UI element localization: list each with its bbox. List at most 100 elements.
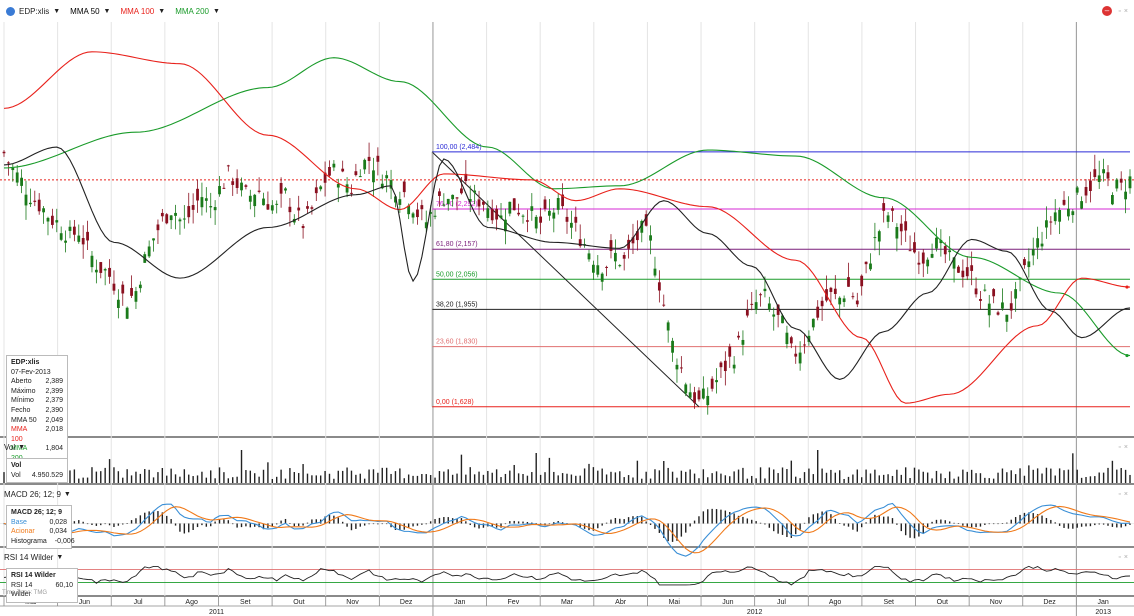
info-label: Base	[11, 518, 27, 526]
candle-body	[1001, 302, 1004, 309]
close-icon[interactable]: –	[1102, 6, 1112, 16]
macd-base-line	[3, 502, 1131, 557]
pane-controls[interactable]: ▫ ×	[1118, 444, 1128, 451]
candle-body	[178, 219, 182, 222]
candle-body	[407, 205, 411, 215]
macd-histogram-bar	[1102, 523, 1105, 525]
volume-bar	[764, 478, 766, 483]
volume-bar	[174, 474, 177, 483]
candle-body	[1097, 175, 1101, 183]
volume-bar	[359, 473, 361, 483]
candle-body	[613, 252, 617, 262]
macd-histogram-bar	[179, 523, 181, 532]
macd-histogram-bar	[724, 510, 727, 524]
pane-controls[interactable]: ▫ ×	[1118, 8, 1128, 15]
indicator-mma100[interactable]: MMA 100 ▼	[120, 7, 165, 16]
candle-body	[882, 203, 886, 211]
macd-histogram-bar	[953, 522, 955, 524]
candle-body	[103, 269, 107, 271]
pane-controls[interactable]: ▫ ×	[1118, 554, 1128, 561]
macd-histogram-bar	[126, 523, 128, 524]
macd-histogram-bar	[473, 523, 476, 528]
volume-bar	[891, 475, 894, 483]
candle-body	[974, 288, 978, 295]
volume-bar	[1072, 453, 1074, 483]
candle-body	[530, 206, 534, 211]
macd-histogram-bar	[1045, 517, 1048, 524]
volume-bar	[1085, 477, 1087, 483]
info-value: 60,10	[55, 581, 73, 589]
macd-histogram-bar	[236, 523, 238, 528]
macd-histogram-bar	[117, 523, 120, 526]
candle-body	[750, 303, 754, 305]
close-pane-icon[interactable]: ×	[1123, 8, 1128, 15]
minimize-icon[interactable]: ▫	[1118, 8, 1121, 15]
macd-histogram-bar	[297, 523, 300, 526]
volume-bar	[223, 472, 225, 483]
macd-pane-label[interactable]: MACD 26; 12; 9 ▼	[4, 490, 71, 499]
info-label: Mínimo	[11, 397, 34, 405]
candle-body	[1115, 179, 1119, 189]
volume-bar	[869, 473, 872, 483]
macd-histogram-bar	[311, 519, 313, 524]
macd-histogram-bar	[680, 523, 683, 537]
macd-histogram-bar	[759, 522, 762, 524]
macd-histogram-bar	[513, 520, 515, 524]
candle-body	[55, 220, 59, 223]
fib-label: 23,60 (1,830)	[436, 339, 478, 346]
volume-bar	[311, 475, 313, 483]
candle-body	[270, 205, 274, 211]
volume-bar	[737, 469, 740, 483]
volume-bar	[438, 471, 441, 483]
chevron-down-icon: ▼	[56, 554, 64, 561]
macd-histogram-bar	[852, 523, 854, 530]
pane-controls[interactable]: ▫ ×	[1118, 491, 1128, 498]
macd-histogram-bar	[82, 521, 84, 524]
candle-body	[605, 266, 608, 268]
macd-histogram-bar	[988, 523, 990, 525]
macd-histogram-bar	[1098, 523, 1100, 525]
macd-histogram-bar	[465, 521, 467, 524]
volume-bar	[108, 459, 111, 483]
volume-bar	[1010, 470, 1012, 483]
macd-histogram-bar	[834, 518, 837, 524]
volume-bar	[1019, 468, 1021, 483]
candle-body	[213, 207, 217, 211]
macd-histogram-bar	[979, 523, 982, 527]
volume-bar	[117, 471, 120, 483]
macd-histogram-bar	[306, 522, 309, 524]
volume-bar	[144, 469, 146, 483]
volume-bar	[333, 478, 335, 483]
macd-histogram-bar	[913, 523, 916, 539]
volume-bar	[236, 476, 238, 483]
candle-body	[803, 344, 806, 346]
macd-histogram-bar	[711, 508, 713, 524]
macd-histogram-bar	[553, 522, 555, 524]
pane-title: Vol	[4, 443, 16, 452]
candle-body	[77, 235, 81, 242]
macd-histogram-bar	[715, 509, 718, 524]
volume-bar	[535, 453, 537, 483]
rsi-pane-label[interactable]: RSI 14 Wilder ▼	[4, 553, 63, 562]
candle-body	[701, 388, 705, 399]
candle-body	[745, 309, 749, 316]
month-tick-label: Jan	[1098, 599, 1109, 606]
volume-bar	[421, 474, 423, 483]
volume-bar	[130, 475, 133, 483]
indicator-mma50[interactable]: MMA 50 ▼	[70, 7, 110, 16]
macd-histogram-bar	[500, 523, 502, 528]
volume-pane-label[interactable]: Vol ▼	[4, 443, 25, 452]
symbol-selector[interactable]: EDP:xlis ▼	[6, 6, 60, 16]
macd-histogram-bar	[201, 523, 203, 526]
candle-body	[556, 198, 560, 210]
macd-histogram-bar	[623, 519, 625, 524]
volume-bar	[856, 469, 858, 483]
candle-body	[1031, 249, 1035, 256]
volume-bar	[122, 477, 124, 483]
volume-bar	[852, 474, 854, 483]
macd-histogram-bar	[825, 510, 828, 524]
indicator-mma200[interactable]: MMA 200 ▼	[175, 7, 220, 16]
info-value: 1,804	[45, 445, 63, 453]
candle-body	[328, 167, 331, 176]
candle-body	[719, 362, 723, 368]
